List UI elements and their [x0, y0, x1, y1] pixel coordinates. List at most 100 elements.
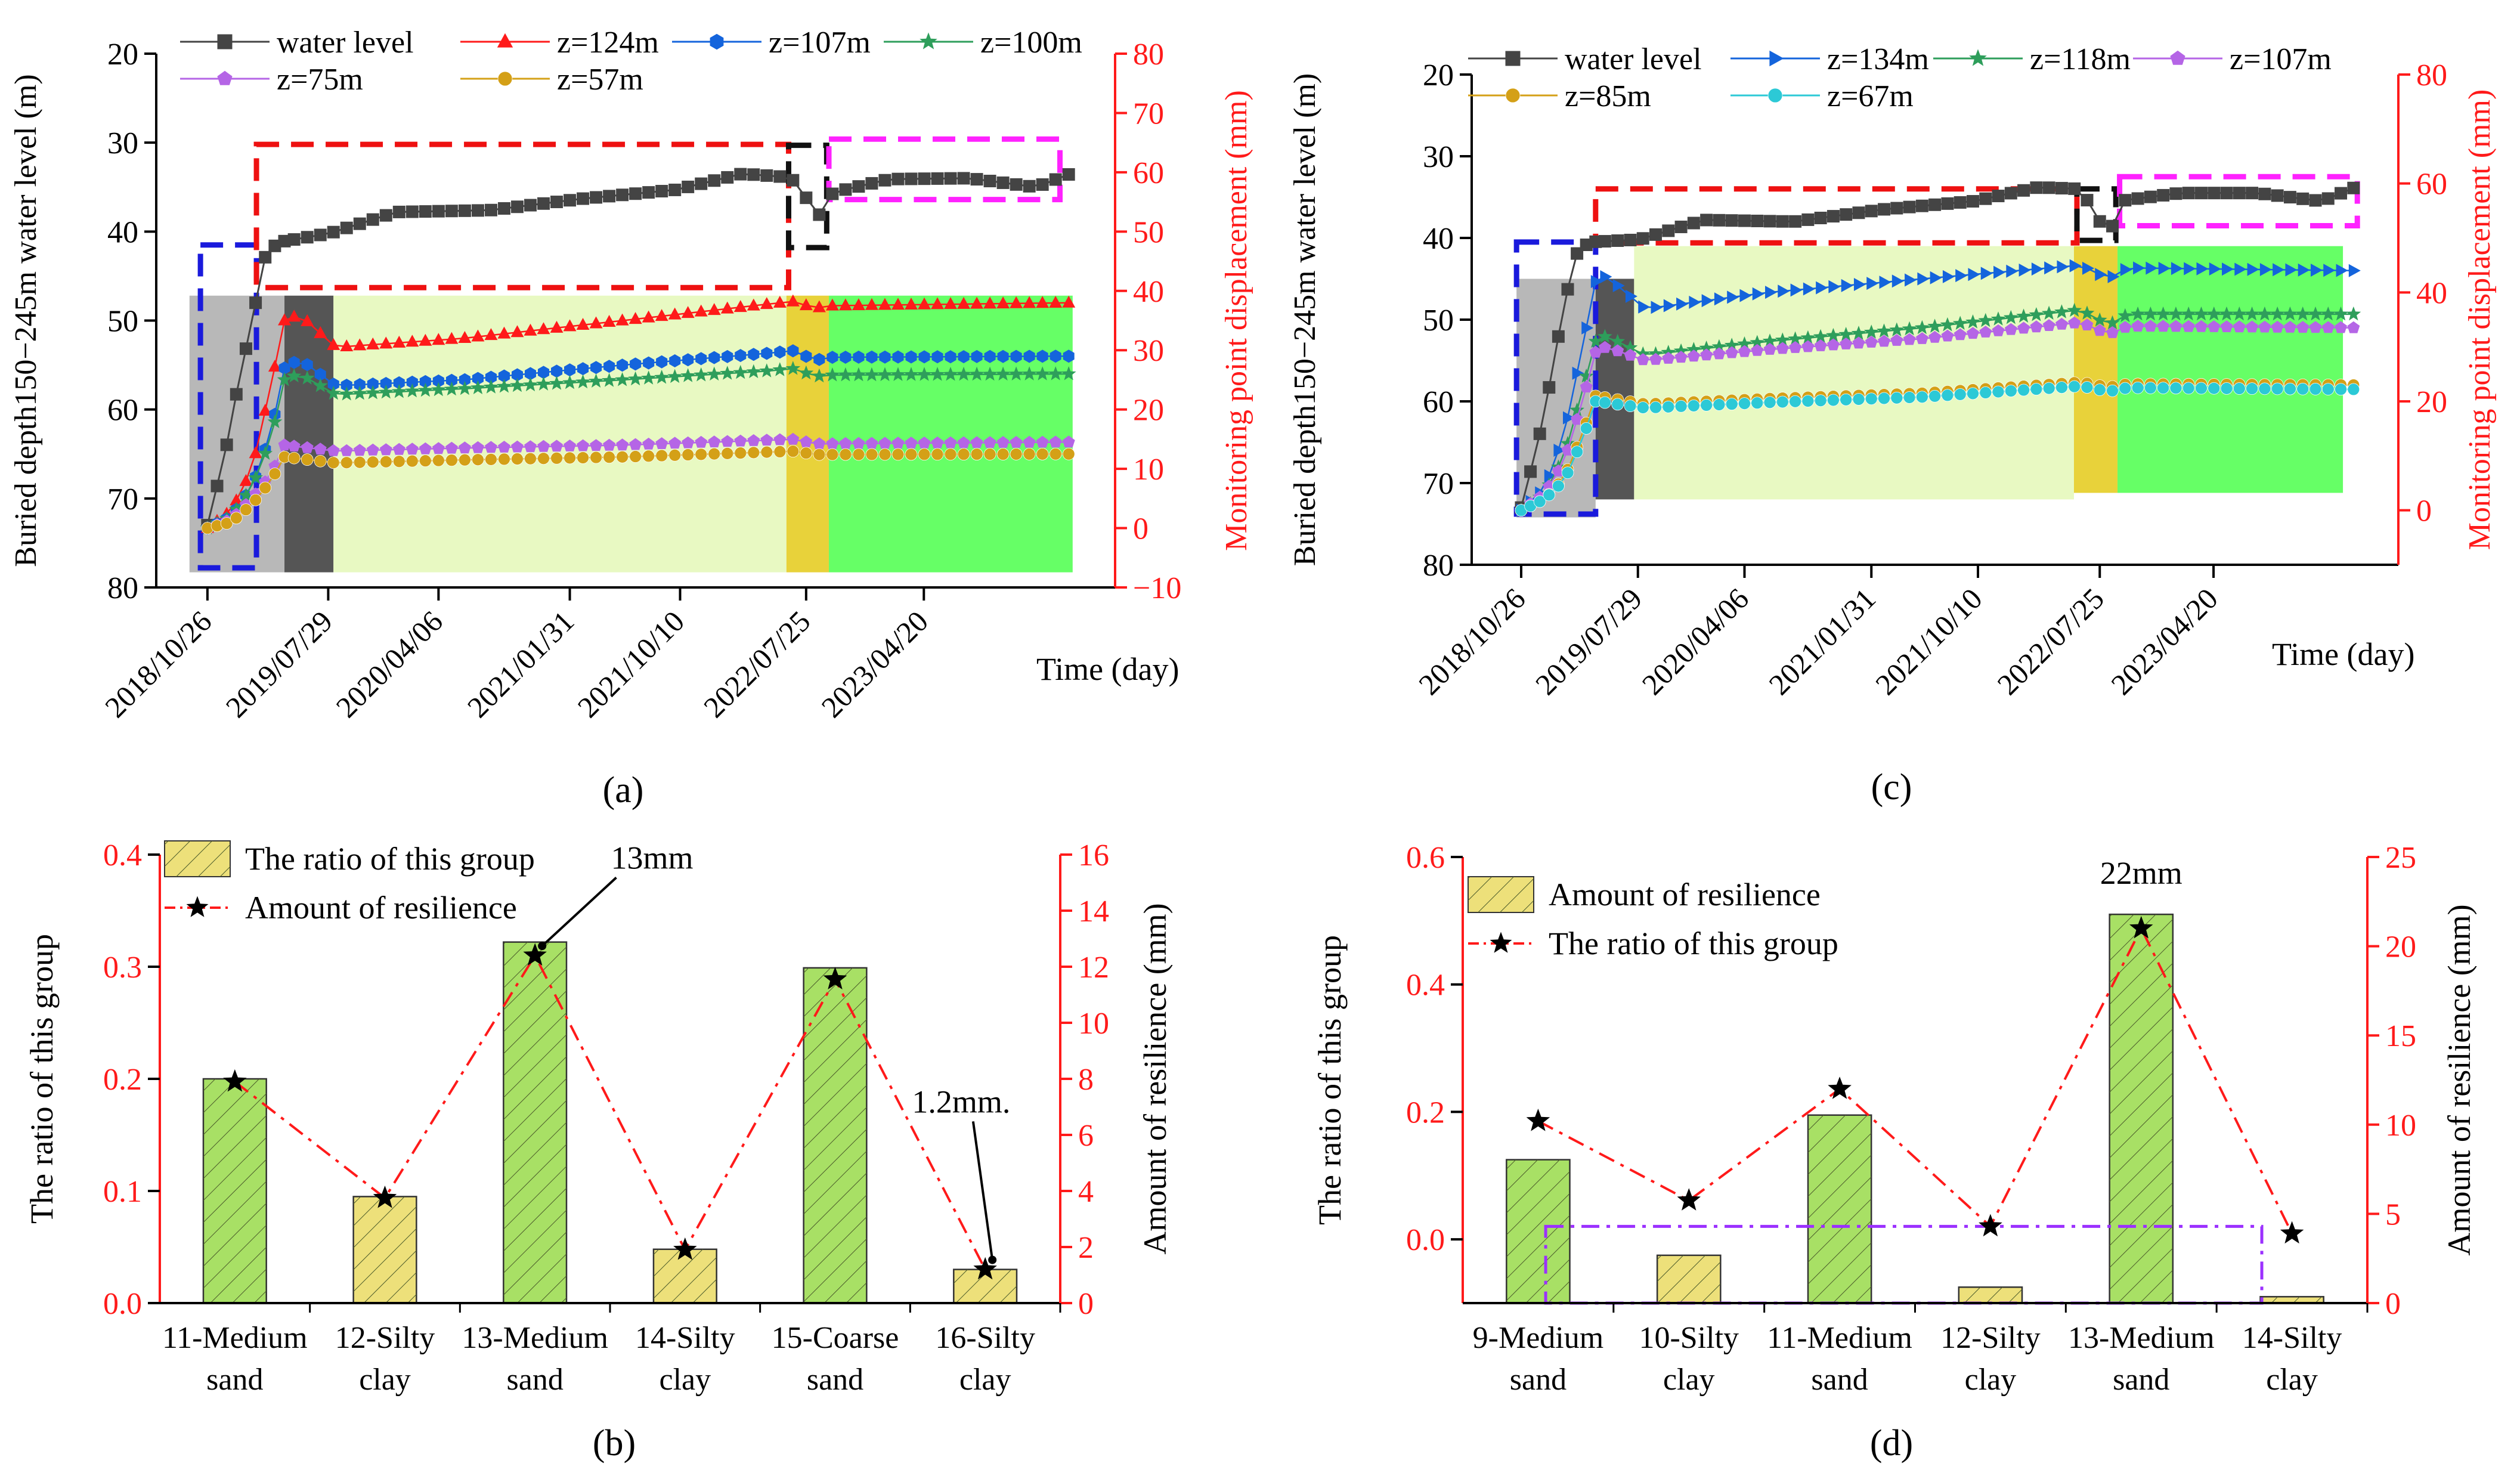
legend-marker [1490, 932, 1512, 953]
x-axis-title: Time (day) [1036, 651, 1179, 687]
annotation-arrowhead [538, 942, 547, 951]
data-point-z=107m [1738, 345, 1751, 357]
data-point-z=107m [2157, 320, 2170, 332]
data-point-z=134m [1752, 287, 1764, 301]
data-point-water level [970, 173, 983, 186]
y-tick-label-right: 5 [2385, 1198, 2401, 1232]
data-point-water level [2169, 187, 2182, 200]
data-point-z=107m [643, 356, 655, 370]
legend-marker [497, 71, 513, 86]
y-tick-label-left: 20 [1423, 58, 1454, 92]
data-point-z=134m [2069, 259, 2082, 273]
data-point-water level [629, 187, 642, 200]
bar-hatch [203, 1079, 267, 1303]
y-tick-label-left: 20 [107, 38, 138, 72]
y-tick-label-right: 60 [2416, 168, 2447, 202]
data-point-z=107m [551, 364, 563, 378]
data-point-water level [2296, 192, 2310, 205]
region-recovery [2117, 246, 2343, 493]
data-point-z=118m [1889, 322, 1905, 336]
data-point-z=124m [366, 337, 380, 349]
data-point-z=107m [748, 348, 760, 361]
data-point-z=118m [1978, 313, 1993, 327]
data-point-z=57m [405, 454, 419, 468]
data-point-z=57m [629, 450, 642, 463]
data-point-z=134m [1942, 270, 1955, 283]
data-point-z=57m [721, 447, 734, 460]
data-point-z=75m [564, 440, 576, 451]
data-point-z=118m [1915, 320, 1930, 335]
data-point-z=75m [616, 438, 629, 451]
x-tick-label: 2019/07/29 [219, 604, 339, 724]
data-point-z=100m [602, 373, 617, 387]
data-point-water level [314, 228, 327, 242]
y-tick-label-left: 70 [1423, 467, 1454, 501]
data-point-z=57m [1023, 448, 1036, 460]
data-point-z=124m [983, 296, 997, 309]
data-point-water level [2194, 187, 2208, 200]
data-point-z=124m [1062, 295, 1076, 308]
data-point-water level [210, 479, 224, 493]
data-point-z=57m [287, 451, 301, 465]
data-point-z=100m [549, 376, 564, 390]
data-point-z=107m [1589, 345, 1602, 358]
data-point-z=134m [2031, 262, 2044, 276]
data-point-z=107m [1865, 336, 1878, 348]
data-point-z=75m [392, 443, 405, 455]
data-point-z=67m [2030, 383, 2043, 395]
legend-marker [217, 70, 233, 85]
data-point-z=118m [1826, 327, 1841, 342]
data-point-water level [340, 221, 353, 234]
bar-hatch [1506, 1159, 1570, 1303]
y-tick-label-right: 16 [1078, 839, 1109, 873]
data-point-z=107m [722, 349, 733, 363]
data-point-water level [1865, 205, 1878, 218]
data-point-z=75m [577, 439, 589, 451]
data-point-water level [564, 194, 577, 207]
y-axis-title-right: Monitoring point displacement (mm) [1219, 90, 1253, 551]
data-point-z=134m [2196, 262, 2209, 276]
data-point-z=118m [2194, 306, 2209, 321]
series-water level [201, 168, 1075, 532]
data-point-z=107m [2284, 320, 2296, 333]
data-point-z=118m [1762, 333, 1778, 348]
data-point-water level [668, 183, 682, 196]
y-axis-title-right: Amount of resilience (mm) [2441, 904, 2477, 1255]
data-point-z=118m [1940, 317, 1955, 332]
data-point-z=57m [1049, 447, 1062, 460]
data-point-water level [577, 192, 590, 205]
data-point-z=107m [1915, 332, 1928, 344]
data-point-z=134m [1727, 290, 1739, 304]
data-point-z=57m [432, 454, 445, 467]
data-point-z=107m [905, 350, 917, 364]
data-point-z=118m [2079, 305, 2095, 320]
data-point-z=107m [1636, 353, 1649, 366]
data-point-z=107m [2093, 324, 2106, 336]
data-point-z=100m [392, 383, 407, 398]
data-point-z=57m [537, 452, 550, 465]
data-point-water level [1674, 220, 1688, 233]
data-point-z=57m [957, 448, 970, 461]
data-point-z=107m [380, 377, 392, 390]
data-point-z=118m [2346, 306, 2361, 321]
data-point-z=75m [1010, 436, 1023, 448]
data-point-water level [2042, 181, 2055, 194]
data-point-z=107m [945, 350, 956, 364]
dashed-box-0 [1513, 239, 1599, 517]
data-point-z=107m [419, 375, 431, 388]
data-point-z=134m [2234, 262, 2247, 276]
data-point-z=75m [813, 437, 826, 450]
data-point-z=118m [1724, 338, 1739, 352]
data-point-z=67m [1636, 401, 1649, 414]
data-point-water level [1966, 195, 1979, 208]
y-axis-title-right: Monitoring point displacement (mm) [2463, 89, 2497, 550]
data-point-z=75m [800, 435, 813, 447]
data-point-z=100m [707, 366, 722, 381]
data-point-z=100m [562, 375, 577, 389]
data-point-water level [1928, 198, 1942, 211]
data-point-water level [734, 168, 747, 181]
data-point-z=124m [668, 307, 682, 320]
data-point-z=57m [695, 448, 708, 461]
data-point-z=118m [1673, 343, 1689, 358]
data-point-z=118m [2219, 306, 2234, 321]
